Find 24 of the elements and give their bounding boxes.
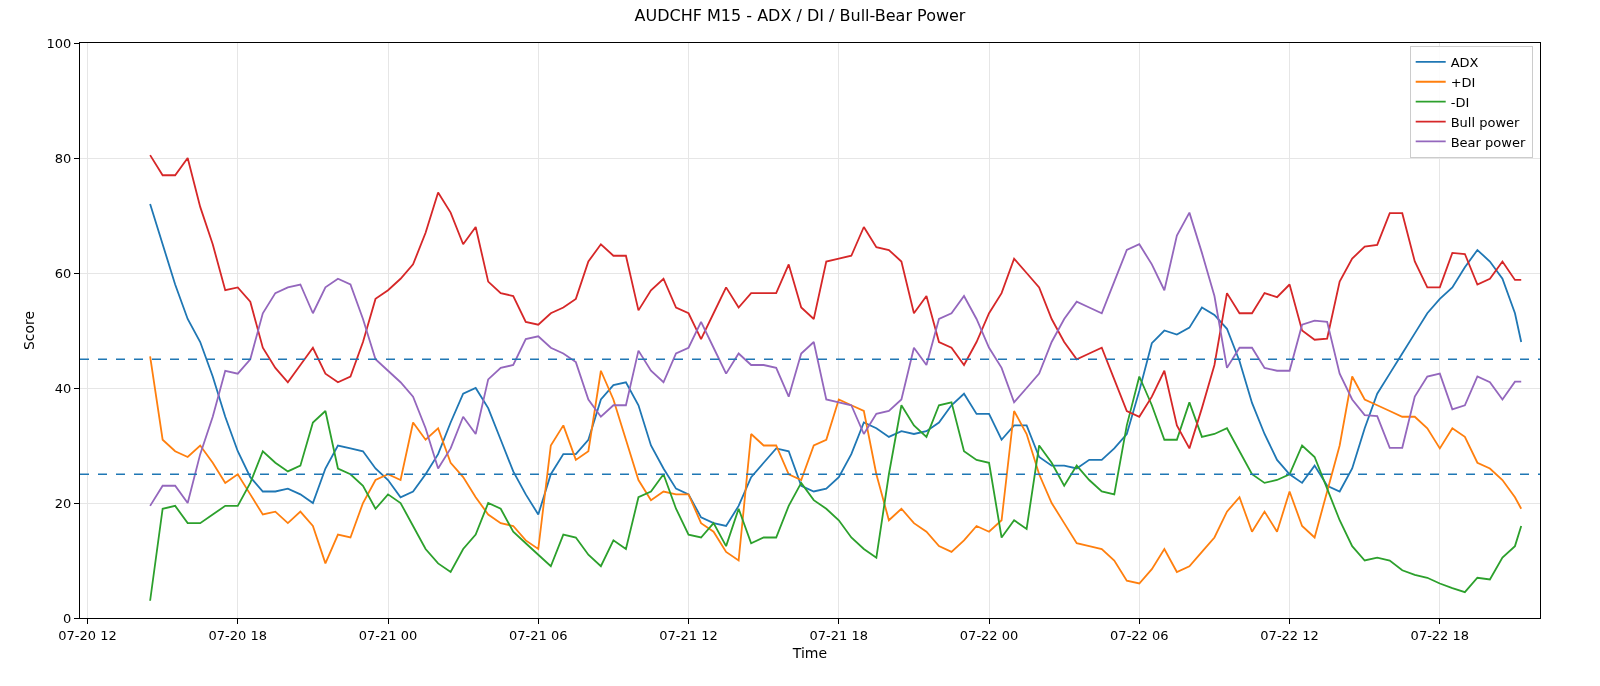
x-tick-label: 07-20 12 <box>58 627 117 643</box>
y-tick-label: 20 <box>54 495 72 511</box>
y-tick-label: 100 <box>46 35 72 51</box>
y-axis-title: Score <box>21 310 38 351</box>
x-tick-label: 07-21 18 <box>809 627 869 643</box>
x-axis-title: Time <box>791 644 828 661</box>
y-tick-label: 60 <box>54 265 72 281</box>
legend-label: +DI <box>1450 74 1476 90</box>
legend-label: -DI <box>1450 94 1470 110</box>
x-tick-label: 07-20 18 <box>208 627 267 643</box>
y-tick-label: 0 <box>63 610 72 626</box>
legend-label: ADX <box>1450 54 1479 70</box>
legend-label: Bear power <box>1450 134 1526 150</box>
x-tick-label: 07-22 18 <box>1410 627 1470 643</box>
x-tick-label: 07-21 12 <box>659 627 718 643</box>
y-tick-label: 40 <box>54 380 72 396</box>
x-tick-label: 07-22 06 <box>1110 627 1169 643</box>
x-tick-label: 07-21 00 <box>358 627 418 643</box>
chart-title: AUDCHF M15 - ADX / DI / Bull-Bear Power <box>634 6 966 26</box>
x-tick-label: 07-21 06 <box>509 627 568 643</box>
x-tick-label: 07-22 00 <box>959 627 1019 643</box>
x-tick-label: 07-22 12 <box>1260 627 1319 643</box>
y-tick-label: 80 <box>54 150 72 166</box>
legend-label: Bull power <box>1450 114 1521 130</box>
